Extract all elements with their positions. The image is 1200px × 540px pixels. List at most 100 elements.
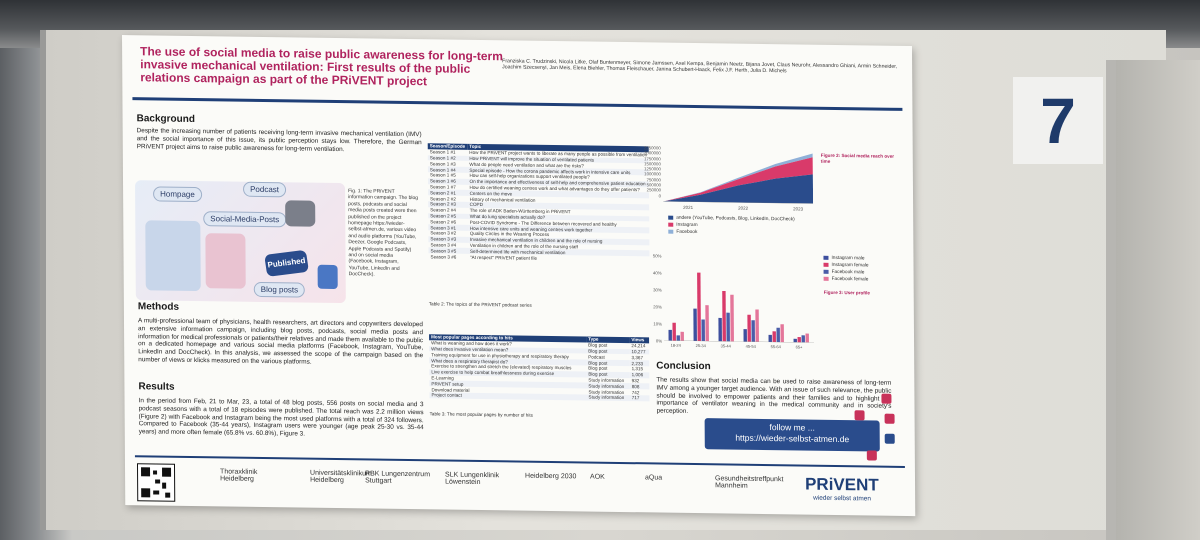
legend-label: Instagram: [676, 222, 698, 229]
fig3-bar-instagram-male: [793, 338, 797, 343]
homepage-screenshot: [145, 220, 201, 292]
fig3-y-tick: 30%: [653, 287, 662, 293]
fig3-bar-instagram-male: [768, 334, 772, 343]
poster-title: The use of social media to raise public …: [140, 44, 503, 89]
fig3-y-tick: 20%: [653, 304, 662, 310]
fig3-x-tick: 25-34: [695, 343, 706, 349]
fig3-bar-facebook-male: [801, 335, 805, 343]
privent-logo: PRiVENT: [804, 474, 879, 495]
user-profile-bar-chart: [664, 272, 815, 343]
legend-swatch: [668, 215, 674, 220]
fig3-bar-instagram-male: [718, 317, 722, 342]
fig3-legend: Instagram male Instagram female Facebook m…: [823, 255, 869, 284]
legend-swatch: [823, 269, 829, 274]
legend-swatch: [823, 255, 829, 260]
instagram-icon[interactable]: [854, 410, 865, 421]
legend-label: Instagram female: [831, 262, 869, 269]
fig3-x-axis: 18-24 25-34 35-44 45-54 55-64 65+: [664, 342, 814, 350]
figure3-caption: Figure 3: User profile: [824, 290, 904, 297]
footer-rule: [134, 455, 905, 468]
methods-heading: Methods: [137, 301, 180, 313]
social-post-image: [205, 233, 246, 289]
facebook-icon[interactable]: [884, 413, 895, 424]
follow-url[interactable]: https://wieder-selbst-atmen.de: [735, 432, 850, 445]
results-text: In the period from Feb, 21 to Mar, 23, a…: [138, 397, 424, 438]
fig3-x-tick: 35-44: [720, 343, 731, 349]
fig3-bar-instagram-female: [797, 337, 801, 343]
doccheck-icon[interactable]: [866, 450, 877, 461]
fig3-bar-instagram-female: [672, 322, 676, 341]
popular-pages-table: Most popular pages according to hits Typ…: [429, 334, 650, 402]
fig3-bar-instagram-male: [693, 308, 697, 342]
board-frame: [1106, 60, 1116, 540]
youtube-icon[interactable]: [881, 393, 892, 404]
linkedin-icon[interactable]: [884, 433, 895, 444]
qr-code[interactable]: [136, 463, 176, 502]
conclusion-heading: Conclusion: [656, 360, 711, 373]
fig3-x-tick: 65+: [795, 344, 803, 350]
legend-label: Facebook male: [831, 269, 865, 276]
reach-area-chart: [663, 153, 814, 204]
fig3-bar-facebook-female: [705, 305, 709, 342]
fig2-y-tick: 0: [658, 193, 662, 199]
fig3-bar-facebook-male: [776, 327, 780, 343]
fig3-legend-item: Facebook female: [823, 276, 869, 284]
table3-cell: 717: [629, 395, 650, 402]
follow-me-box[interactable]: follow me ... https://wieder-selbst-atme…: [704, 418, 880, 452]
fig2-x-tick: 2022: [738, 205, 749, 211]
fig3-bar-facebook-female: [730, 294, 734, 342]
fig3-bar-facebook-male: [701, 319, 705, 342]
legend-swatch: [668, 229, 674, 234]
poster-number-card: 7: [1013, 77, 1103, 164]
fig3-x-tick: 45-54: [745, 343, 756, 349]
legend-swatch: [823, 262, 829, 267]
fig3-x-tick: 55-64: [770, 344, 781, 350]
results-heading: Results: [138, 381, 175, 393]
fig3-bar-facebook-female: [755, 309, 759, 342]
partner-logo: Heidelberg 2030: [525, 472, 577, 481]
table2-caption: Table 2: The topics of the PRiVENT podca…: [428, 301, 532, 308]
fig3-bar-facebook-male: [676, 335, 680, 341]
poster-authors: Franziska C. Trudzinski, Nicola Litke, O…: [502, 58, 898, 75]
podcast-photo: [285, 200, 316, 227]
fig2-area-facebook: [663, 153, 813, 202]
partner-logo: AOK: [590, 473, 605, 481]
qr-code-icon: [141, 467, 172, 498]
privent-tagline: wieder selbst atmen: [813, 494, 871, 503]
fig2-area-instagram: [663, 157, 813, 202]
fig3-y-tick: 0%: [655, 338, 663, 344]
fig3-x-tick: 18-24: [670, 342, 681, 348]
fig3-x-baseline: [664, 340, 815, 343]
poster: The use of social media to raise public …: [122, 35, 916, 517]
fig3-bar-facebook-male: [726, 312, 730, 342]
table3-cell: Study information: [588, 377, 625, 383]
legend-label: Facebook: [676, 229, 698, 236]
collage-homepage-label: Hompage: [153, 186, 202, 203]
legend-swatch: [668, 222, 674, 227]
header-rule: [132, 97, 903, 111]
collage-blog-label: Blog posts: [253, 281, 306, 298]
fig3-bar-facebook-female: [805, 333, 809, 343]
fig3-y-tick: 10%: [653, 321, 662, 327]
thumbs-up-icon: [317, 264, 338, 290]
fig3-bar-instagram-female: [722, 290, 726, 342]
partner-logo: Thoraxklinik Heidelberg: [220, 468, 258, 483]
legend-label: Facebook female: [831, 276, 869, 283]
table2-cell: Season 3 #6: [430, 253, 457, 260]
fig2-x-tick: 2021: [683, 204, 694, 210]
fig3-y-axis: 50% 40% 30% 20% 10% 0%: [643, 247, 662, 349]
collage-social-label: Social-Media-Posts: [203, 211, 287, 228]
fig3-bar-facebook-female: [680, 331, 684, 341]
fig2-x-baseline: [663, 201, 814, 204]
table3-caption: Table 3: The most popular pages by numbe…: [429, 411, 533, 418]
podcast-topics-table: Season/Episode Topic Season 1 #1 How the …: [427, 143, 650, 262]
legend-label: Instagram male: [831, 255, 865, 262]
partner-logo: aQua: [645, 474, 663, 482]
legend-swatch: [823, 276, 829, 281]
methods-text: A multi-professional team of physicians,…: [137, 317, 424, 366]
table2-cell: "At respect" PRiVENT patient file: [469, 254, 538, 261]
figure3-title: Figure 3: User profile: [823, 289, 870, 296]
fig3-bar-instagram-male: [668, 329, 672, 341]
fig2-legend: andere (YouTube, Podcasts, Blog, LinkedI…: [668, 215, 795, 238]
fig2-x-axis: 2021 2022 2023: [663, 204, 813, 212]
